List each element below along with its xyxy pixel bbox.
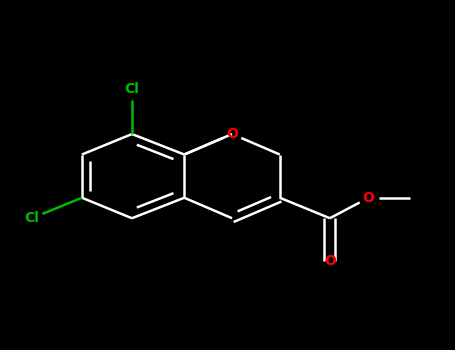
Text: O: O — [226, 127, 238, 141]
Text: Cl: Cl — [125, 82, 139, 96]
Text: Cl: Cl — [25, 211, 39, 225]
Text: O: O — [363, 191, 374, 205]
Text: O: O — [324, 254, 336, 268]
